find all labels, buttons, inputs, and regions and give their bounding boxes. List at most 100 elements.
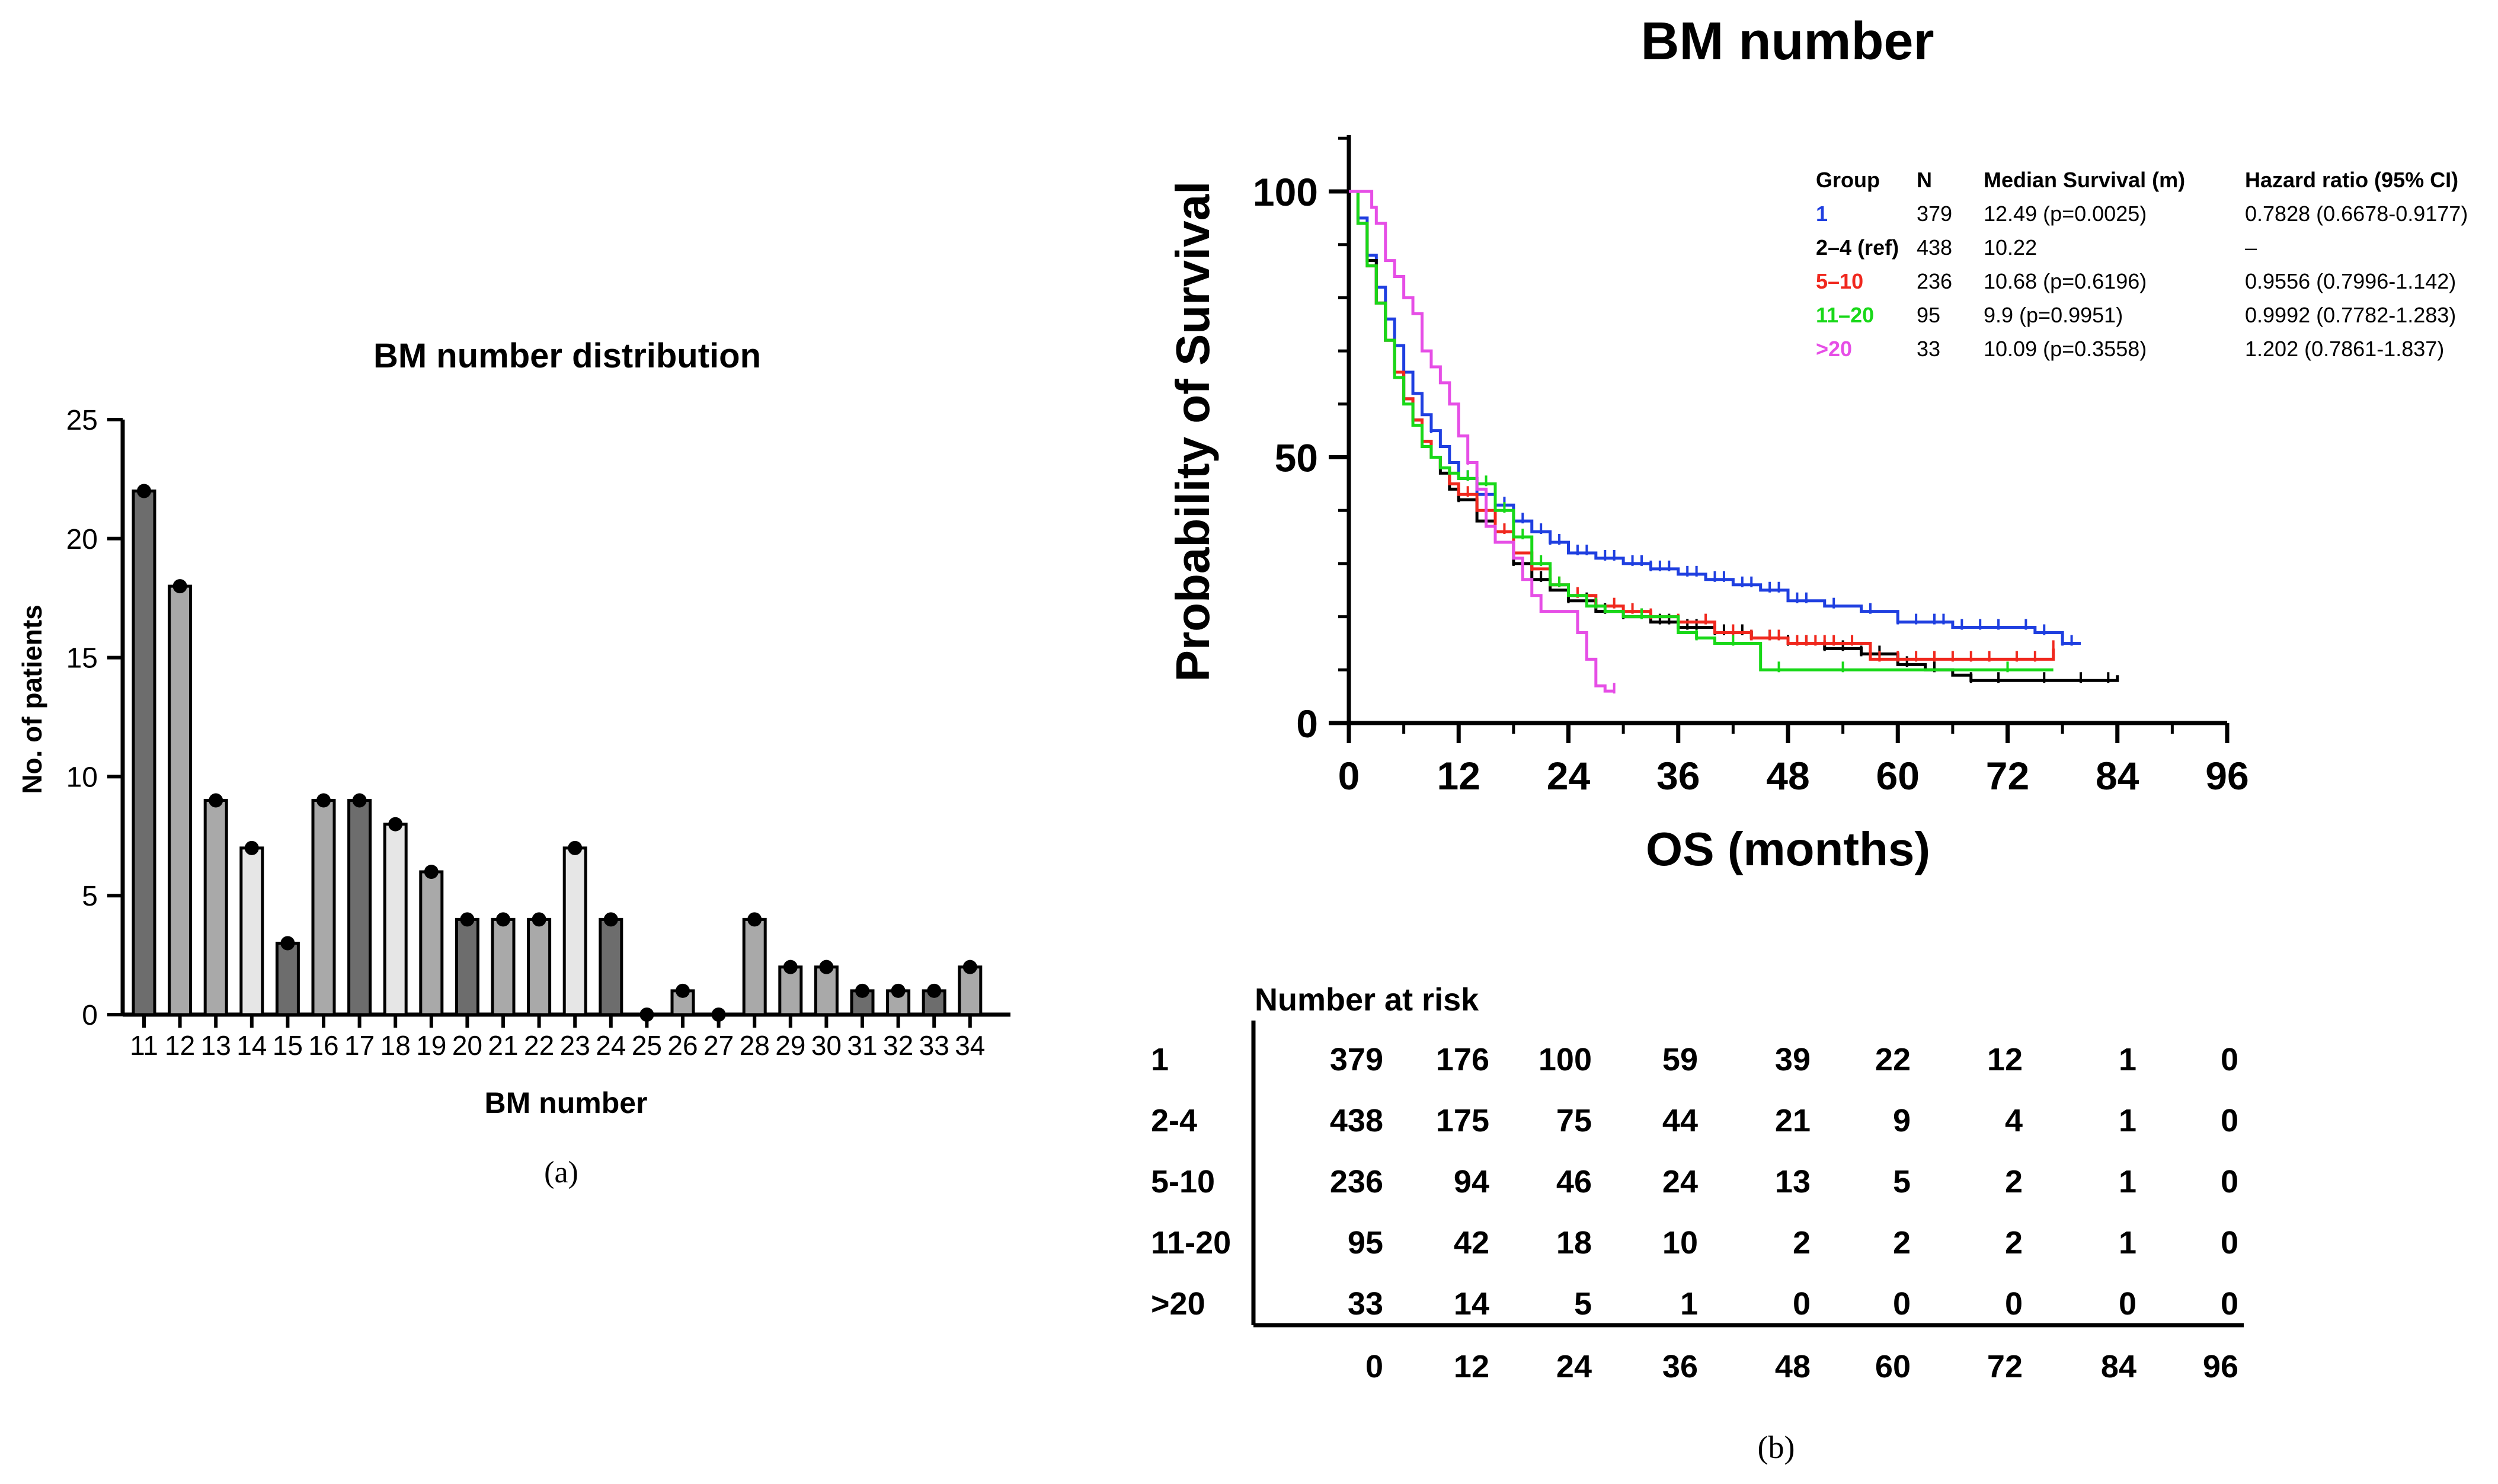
km-y-tick-label: 50 xyxy=(1275,436,1318,480)
legend-median: 9.9 (p=0.9951) xyxy=(1984,303,2123,327)
risk-cell: 33 xyxy=(1348,1286,1383,1322)
bar-x-tick-label: 25 xyxy=(632,1030,662,1061)
bar-chart-x-ticks: 11 12 13 14 15 16 17 18 19 20 21 22 23 24 25 26 27 28 29 30… xyxy=(130,1015,985,1061)
risk-cell: 22 xyxy=(1875,1042,1911,1077)
risk-cell: 0 xyxy=(2221,1164,2238,1200)
bar-x-tick-label: 29 xyxy=(775,1030,805,1061)
legend-group-label: 2–4 (ref) xyxy=(1816,235,1899,260)
bar-marker xyxy=(137,484,151,498)
risk-cell: 21 xyxy=(1775,1103,1811,1138)
bar xyxy=(814,965,839,1016)
risk-cell: 13 xyxy=(1775,1164,1811,1200)
bar xyxy=(203,799,228,1016)
legend-hazard: – xyxy=(2245,235,2257,260)
legend-header-group: Group xyxy=(1816,168,1880,192)
legend-group-label: >20 xyxy=(1816,337,1852,361)
bar xyxy=(562,846,587,1016)
bar-marker xyxy=(388,817,403,831)
risk-cell: 236 xyxy=(1330,1164,1383,1200)
bar xyxy=(778,965,803,1016)
panel-b-caption: (b) xyxy=(1758,1429,1795,1465)
bar-y-tick-label: 25 xyxy=(66,405,98,436)
risk-cell: 1 xyxy=(1680,1286,1698,1322)
legend-hazard: 0.9556 (0.7996-1.142) xyxy=(2245,269,2456,293)
risk-table-times: 0 12 24 36 48 60 72 84 96 xyxy=(1365,1349,2238,1384)
legend-hazard: 0.9992 (0.7782-1.283) xyxy=(2245,303,2456,327)
bar xyxy=(455,917,479,1016)
bar xyxy=(527,917,552,1016)
risk-cell: 0 xyxy=(2221,1286,2238,1322)
risk-cell: 75 xyxy=(1556,1103,1592,1138)
bar-x-tick-label: 20 xyxy=(452,1030,482,1061)
legend-header-n: N xyxy=(1917,168,1932,192)
bar-marker xyxy=(460,912,475,927)
risk-cell: 10 xyxy=(1662,1225,1698,1261)
bar-x-tick-label: 32 xyxy=(883,1030,913,1061)
legend-median: 10.09 (p=0.3558) xyxy=(1984,337,2147,361)
legend-hazard: 1.202 (0.7861-1.837) xyxy=(2245,337,2444,361)
risk-time-label: 12 xyxy=(1454,1349,1489,1384)
km-x-tick-label: 72 xyxy=(1986,754,2029,798)
bar-marker xyxy=(568,840,583,855)
risk-time-label: 60 xyxy=(1875,1349,1911,1384)
risk-cell: 42 xyxy=(1454,1225,1489,1261)
bar xyxy=(168,584,193,1016)
km-x-tick-label: 12 xyxy=(1437,754,1480,798)
km-curve-group-gt20 xyxy=(1349,190,1614,693)
bar-marker xyxy=(172,579,187,594)
bar-marker xyxy=(316,793,331,808)
bar-x-tick-label: 22 xyxy=(524,1030,554,1061)
survival-chart-x-ticks: 0 12 24 36 48 60 72 84 96 xyxy=(1338,723,2249,798)
risk-cell: 1 xyxy=(2119,1042,2136,1077)
bar-y-tick-label: 0 xyxy=(82,1000,98,1031)
bar-y-tick-label: 10 xyxy=(66,762,98,793)
risk-cell: 46 xyxy=(1556,1164,1592,1200)
risk-cell: 94 xyxy=(1454,1164,1489,1200)
risk-cell: 59 xyxy=(1662,1042,1698,1077)
risk-time-label: 0 xyxy=(1365,1349,1383,1384)
bar xyxy=(239,846,264,1016)
km-curve-group-11-20 xyxy=(1349,190,2054,671)
risk-cell: 95 xyxy=(1348,1225,1383,1261)
risk-cell: 1 xyxy=(2119,1225,2136,1261)
km-x-tick-label: 84 xyxy=(2096,754,2139,798)
bar-x-tick-label: 33 xyxy=(919,1030,949,1061)
risk-cell: 2 xyxy=(1893,1225,1911,1261)
bar-x-tick-label: 16 xyxy=(308,1030,338,1061)
bar xyxy=(958,965,983,1016)
bar-x-tick-label: 13 xyxy=(201,1030,231,1061)
bar-marker xyxy=(352,793,367,808)
risk-time-label: 36 xyxy=(1662,1349,1698,1384)
bar-y-tick-label: 20 xyxy=(66,524,98,555)
panel-a-caption: (a) xyxy=(544,1156,578,1189)
risk-cell: 5 xyxy=(1893,1164,1911,1200)
risk-cell: 438 xyxy=(1330,1103,1383,1138)
bar-y-tick-label: 15 xyxy=(66,643,98,674)
bar-marker xyxy=(747,912,762,927)
legend-rows: 1 379 12.49 (p=0.0025) 0.7828 (0.6678-0.917… xyxy=(1816,202,2468,361)
risk-cell: 1 xyxy=(2119,1164,2136,1200)
risk-row-label: >20 xyxy=(1151,1286,1205,1322)
risk-time-label: 96 xyxy=(2203,1349,2238,1384)
risk-cell: 0 xyxy=(2221,1042,2238,1077)
bar-y-tick-label: 5 xyxy=(82,881,98,912)
bar-marker xyxy=(532,912,546,927)
bar-chart-y-ticks: 0 5 10 15 20 25 xyxy=(66,405,123,1031)
risk-row-label: 1 xyxy=(1151,1042,1169,1077)
bar-marker xyxy=(783,960,798,974)
km-curve-group-5-10 xyxy=(1349,190,2055,661)
legend-median: 10.22 xyxy=(1984,235,2037,260)
risk-cell: 14 xyxy=(1454,1286,1489,1322)
km-y-tick-label: 100 xyxy=(1253,170,1318,214)
bar-marker xyxy=(280,936,295,951)
bar-x-tick-label: 18 xyxy=(380,1030,411,1061)
bar xyxy=(132,489,156,1016)
bar-chart-y-label: No. of patients xyxy=(17,605,47,794)
bar xyxy=(275,942,300,1016)
km-curve-group-1 xyxy=(1349,190,2081,645)
risk-row-label: 2-4 xyxy=(1151,1103,1197,1138)
km-x-tick-label: 48 xyxy=(1766,754,1809,798)
legend-n: 438 xyxy=(1917,235,1952,260)
